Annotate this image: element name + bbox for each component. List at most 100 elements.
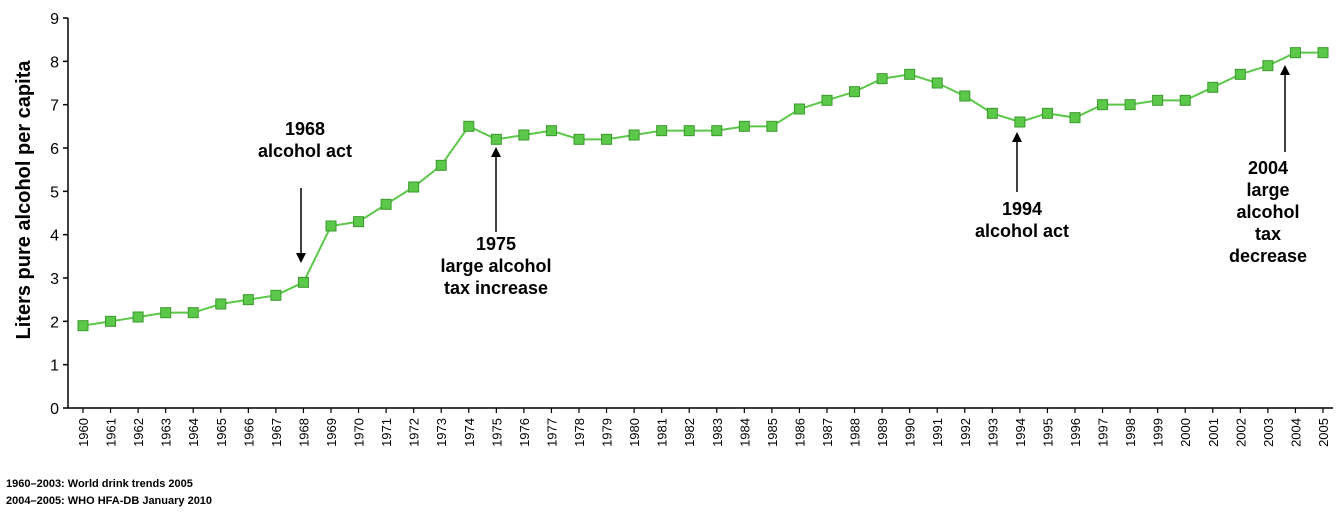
x-tick-label: 1972 bbox=[407, 418, 422, 447]
axes bbox=[67, 18, 1333, 409]
x-tick-label: 1987 bbox=[820, 418, 835, 447]
data-point bbox=[793, 103, 805, 115]
data-point bbox=[270, 289, 282, 301]
data-point bbox=[353, 216, 365, 228]
data-point bbox=[1317, 47, 1329, 59]
x-tick-label: 1992 bbox=[958, 418, 973, 447]
x-tick-label: 1990 bbox=[903, 418, 918, 447]
x-ticks: 1960 1961 1962 1963 1964 1965 1966 1967 1968 1969… bbox=[76, 408, 1331, 447]
annotation-text: 1975 bbox=[476, 234, 516, 254]
data-point bbox=[1069, 112, 1081, 124]
x-tick-label: 1986 bbox=[792, 418, 807, 447]
data-point bbox=[766, 120, 778, 132]
x-tick-label: 1965 bbox=[214, 418, 229, 447]
x-tick-label: 1973 bbox=[434, 418, 449, 447]
x-tick-label: 1964 bbox=[186, 418, 201, 447]
data-point bbox=[518, 129, 530, 141]
data-point bbox=[187, 307, 199, 319]
data-point bbox=[904, 68, 916, 80]
y-tick-label: 8 bbox=[50, 54, 59, 71]
source-note-1: 1960–2003: World drink trends 2005 bbox=[6, 478, 193, 490]
data-point bbox=[380, 198, 392, 210]
data-point bbox=[876, 73, 888, 85]
data-point bbox=[711, 125, 723, 137]
y-tick-label: 9 bbox=[50, 11, 59, 28]
data-point bbox=[986, 107, 998, 119]
x-tick-label: 1996 bbox=[1068, 418, 1083, 447]
x-tick-label: 2002 bbox=[1233, 418, 1248, 447]
data-point bbox=[77, 320, 89, 332]
data-point bbox=[242, 294, 254, 306]
data-point bbox=[435, 159, 447, 171]
data-point bbox=[463, 120, 475, 132]
data-point bbox=[1289, 47, 1301, 59]
y-axis-label: Liters pure alcohol per capita bbox=[13, 60, 35, 340]
data-point bbox=[1179, 94, 1191, 106]
data-point bbox=[325, 220, 337, 232]
x-tick-label: 1979 bbox=[600, 418, 615, 447]
x-tick-label: 1997 bbox=[1096, 418, 1111, 447]
data-point bbox=[959, 90, 971, 102]
series bbox=[77, 47, 1329, 332]
x-tick-label: 1969 bbox=[324, 418, 339, 447]
x-tick-label: 2000 bbox=[1178, 418, 1193, 447]
y-tick-label: 3 bbox=[50, 271, 59, 288]
annotation-text: alcohol act bbox=[258, 141, 352, 161]
y-tick-label: 6 bbox=[50, 141, 59, 158]
x-tick-label: 1978 bbox=[572, 418, 587, 447]
data-point bbox=[1097, 99, 1109, 111]
annotation-text: 1994 bbox=[1002, 199, 1042, 219]
x-tick-label: 1976 bbox=[517, 418, 532, 447]
x-tick-label: 2005 bbox=[1316, 418, 1331, 447]
data-point bbox=[105, 315, 117, 327]
x-tick-label: 1962 bbox=[131, 418, 146, 447]
x-tick-label: 1991 bbox=[930, 418, 945, 447]
x-tick-label: 1982 bbox=[682, 418, 697, 447]
data-point bbox=[849, 86, 861, 98]
y-tick-label: 2 bbox=[50, 314, 59, 331]
x-tick-label: 2003 bbox=[1261, 418, 1276, 447]
x-tick-label: 1975 bbox=[489, 418, 504, 447]
x-tick-label: 1999 bbox=[1151, 418, 1166, 447]
annotation-text: 2004 bbox=[1248, 158, 1288, 178]
data-point bbox=[1262, 60, 1274, 72]
x-tick-label: 1980 bbox=[627, 418, 642, 447]
x-tick-label: 1971 bbox=[379, 418, 394, 447]
data-point bbox=[160, 307, 172, 319]
x-tick-label: 1967 bbox=[269, 418, 284, 447]
annotation-text: large alcohol bbox=[440, 256, 551, 276]
x-tick-label: 1960 bbox=[76, 418, 91, 447]
data-point bbox=[821, 94, 833, 106]
data-point bbox=[656, 125, 668, 137]
source-note-2: 2004–2005: WHO HFA-DB January 2010 bbox=[6, 495, 213, 507]
data-point bbox=[931, 77, 943, 89]
x-tick-label: 2001 bbox=[1206, 418, 1221, 447]
annotation-text: alcohol bbox=[1236, 202, 1299, 222]
x-tick-label: 1968 bbox=[296, 418, 311, 447]
annotation-text: decrease bbox=[1229, 246, 1307, 266]
y-tick-label: 4 bbox=[50, 228, 59, 245]
data-point bbox=[1014, 116, 1026, 128]
x-tick-label: 1961 bbox=[104, 418, 119, 447]
data-point bbox=[738, 120, 750, 132]
x-tick-label: 1985 bbox=[765, 418, 780, 447]
data-point bbox=[1152, 94, 1164, 106]
data-point bbox=[545, 125, 557, 137]
y-tick-label: 1 bbox=[50, 358, 59, 375]
x-tick-label: 1974 bbox=[462, 418, 477, 447]
data-point bbox=[1124, 99, 1136, 111]
x-tick-label: 1989 bbox=[875, 418, 890, 447]
x-tick-label: 1963 bbox=[159, 418, 174, 447]
data-point bbox=[1041, 107, 1053, 119]
data-point bbox=[683, 125, 695, 137]
data-point bbox=[297, 276, 309, 288]
x-tick-label: 1981 bbox=[655, 418, 670, 447]
x-tick-label: 1983 bbox=[710, 418, 725, 447]
y-tick-label: 5 bbox=[50, 184, 59, 201]
x-tick-label: 1977 bbox=[544, 418, 559, 447]
